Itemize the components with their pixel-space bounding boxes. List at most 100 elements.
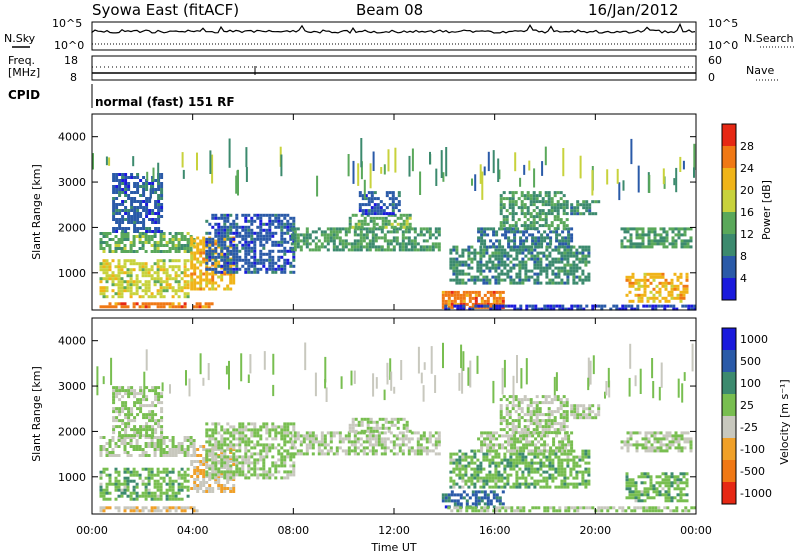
power-data-cell: [468, 307, 472, 311]
power-data-cell: [465, 293, 469, 297]
power-data-cell: [136, 173, 140, 176]
velocity-data-cell: [183, 479, 187, 483]
power-data-cell: [562, 221, 566, 225]
velocity-data-cell: [241, 458, 245, 462]
power-data-cell: [476, 263, 480, 267]
power-data-cell: [548, 251, 552, 255]
velocity-data-cell: [220, 454, 224, 457]
power-data-cell: [362, 236, 366, 240]
power-data-cell: [637, 281, 641, 285]
power-data-cell: [271, 240, 275, 244]
velocity-data-cell: [419, 434, 423, 438]
velocity-data-cell: [144, 497, 148, 501]
velocity-data-cell: [235, 467, 239, 471]
velocity-data-cell: [159, 488, 163, 492]
power-data-cell: [186, 274, 190, 278]
power-data-cell: [565, 200, 569, 204]
power-data-cell: [196, 245, 200, 249]
power-data-cell: [214, 231, 218, 235]
velocity-data-cell: [162, 479, 166, 483]
power-data-cell: [157, 230, 161, 233]
power-data-cell: [168, 305, 172, 309]
velocity-data-cell: [247, 440, 251, 444]
power-data-cell: [644, 233, 648, 237]
velocity-data-cell: [495, 431, 499, 435]
velocity-data-cell: [292, 461, 296, 465]
power-data-cell: [292, 216, 296, 220]
power-data-cell: [559, 218, 563, 222]
power-data-cell: [530, 245, 534, 249]
velocity-data-cell: [247, 449, 251, 453]
power-data-cell: [335, 248, 339, 252]
power-data-cell: [567, 236, 571, 240]
power-data-cell: [648, 174, 651, 193]
power-data-cell: [512, 281, 516, 285]
velocity-data-cell: [253, 443, 257, 447]
velocity-data-cell: [108, 497, 112, 501]
power-data-cell: [153, 241, 157, 244]
velocity-data-cell: [256, 443, 260, 447]
power-data-cell: [108, 268, 112, 272]
velocity-data-cell: [144, 436, 148, 439]
power-data-cell: [449, 266, 453, 270]
power-data-cell: [527, 269, 531, 273]
power-data-cell: [650, 227, 654, 231]
velocity-data-cell: [293, 434, 297, 438]
power-data-cell: [413, 236, 417, 240]
power-data-cell: [467, 251, 471, 255]
power-data-cell: [354, 225, 358, 229]
power-data-cell: [151, 191, 155, 194]
power-data-cell: [335, 227, 339, 231]
velocity-data-cell: [581, 470, 585, 474]
velocity-data-cell: [105, 482, 109, 486]
power-data-cell: [120, 247, 124, 250]
power-data-cell: [477, 227, 481, 231]
power-data-cell: [238, 231, 242, 235]
velocity-data-cell: [473, 452, 477, 456]
power-data-cell: [160, 173, 164, 176]
power-data-cell: [256, 231, 260, 235]
power-data-cell: [376, 206, 380, 210]
power-data-cell: [253, 243, 257, 247]
power-data-cell: [132, 156, 135, 167]
power-data-cell: [223, 261, 227, 265]
velocity-data-cell: [241, 455, 245, 459]
power-data-cell: [536, 266, 540, 270]
power-data-cell: [575, 263, 579, 267]
power-data-cell: [268, 264, 272, 268]
power-data-cell: [253, 261, 257, 265]
power-data-cell: [132, 305, 136, 309]
noise-right-tick-top: 10^5: [708, 17, 738, 30]
velocity-data-cell: [205, 490, 209, 493]
power-data-cell: [136, 212, 140, 215]
power-data-cell: [374, 239, 378, 243]
power-data-cell: [514, 191, 518, 195]
power-data-cell: [485, 263, 489, 267]
power-data-cell: [229, 275, 233, 279]
power-data-cell: [283, 258, 287, 262]
power-data-cell: [117, 283, 121, 287]
power-data-cell: [444, 304, 448, 308]
power-data-cell: [118, 209, 122, 212]
velocity-data-cell: [232, 431, 236, 435]
power-data-cell: [401, 248, 405, 252]
power-data-cell: [452, 257, 456, 261]
velocity-data-cell: [123, 509, 127, 513]
power-data-cell: [183, 283, 187, 287]
velocity-data-cell: [359, 449, 363, 453]
power-data-cell: [582, 203, 586, 207]
velocity-data-cell: [525, 446, 529, 450]
velocity-data-cell: [250, 446, 254, 450]
velocity-data-cell: [344, 452, 348, 456]
power-data-cell: [473, 278, 477, 282]
velocity-data-cell: [186, 436, 190, 439]
velocity-data-cell: [271, 446, 275, 450]
power-data-cell: [561, 230, 565, 234]
power-data-cell: [638, 242, 642, 246]
power-data-cell: [364, 194, 368, 198]
velocity-data-cell: [223, 490, 227, 493]
power-data-cell: [112, 173, 116, 176]
velocity-data-cell: [286, 428, 290, 432]
noise-panel: N.Sky 10^5 10^0 10^5 10^0 N.Search: [4, 17, 794, 52]
power-data-cell: [114, 277, 118, 281]
